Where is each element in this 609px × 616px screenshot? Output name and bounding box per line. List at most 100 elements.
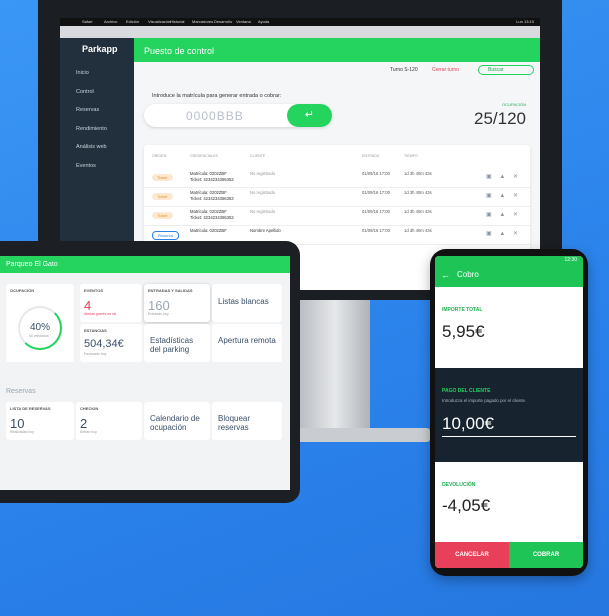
- plate-input[interactable]: [144, 104, 332, 127]
- menu-item[interactable]: Safari: [82, 19, 93, 24]
- stats-card[interactable]: Estadísticas del parking: [144, 324, 210, 362]
- menu-item[interactable]: Historial: [170, 19, 185, 24]
- value: 10: [10, 416, 25, 431]
- remote-card[interactable]: Apertura remota: [212, 324, 282, 362]
- label: LISTA DE RESERVAS: [10, 406, 51, 411]
- cancel-button[interactable]: CANCELAR: [435, 542, 509, 568]
- nav-item[interactable]: Rendimiento: [76, 125, 107, 132]
- nav-item[interactable]: Análisis web: [76, 144, 107, 150]
- close-shift[interactable]: Cerrar turno: [432, 67, 459, 73]
- label: ESTANCIAS: [84, 328, 107, 333]
- entry-time: 01/09/16 17:00: [362, 228, 390, 233]
- io-card[interactable]: ENTRADAS Y SALIDAS 160 Entradas hoy: [144, 284, 210, 322]
- section-title: Reservas: [6, 388, 36, 395]
- row-divider: [144, 244, 530, 245]
- payment-panel: [435, 368, 583, 462]
- value: 2: [80, 416, 88, 431]
- menu-item[interactable]: Visualización: [148, 19, 172, 24]
- duration: 1d 3h 40m 43s: [404, 228, 432, 233]
- value: 40%: [30, 322, 51, 333]
- column-header: CREDENCIALES: [190, 154, 218, 158]
- ticket: Ticket: 4234234356353: [190, 177, 234, 182]
- checkin-card: CHECKIN 2 Entran hoy: [76, 402, 142, 440]
- header: [134, 38, 540, 62]
- client: Nombre Apellido: [250, 228, 281, 233]
- nav-item[interactable]: Eventos: [76, 162, 96, 169]
- plate-placeholder: 0000BBB: [186, 109, 244, 123]
- submit-button[interactable]: ↵: [287, 104, 332, 127]
- nav-item[interactable]: Reservas: [76, 107, 100, 113]
- entry-time: 01/09/16 17:00: [362, 190, 390, 195]
- ticket: Ticket: 4234234356353: [190, 196, 234, 201]
- clock: Lun 13:10: [516, 19, 534, 24]
- value: 160: [148, 298, 170, 313]
- stays-card: ESTANCIAS 504,34€ Facturado hoy: [80, 324, 142, 362]
- origin-tag: Ticket: [152, 193, 173, 200]
- nav-item[interactable]: Inicio: [76, 70, 89, 76]
- phone-header: [435, 256, 583, 287]
- tablet-screen: Parqueo El Gato OCUPACIÓN 40% 60 vehícul…: [0, 256, 290, 490]
- menu-item[interactable]: Ayuda: [258, 19, 270, 24]
- menu-item[interactable]: Edición: [126, 19, 140, 24]
- gauge: [18, 306, 62, 350]
- plate: Matrícula: 0202ZBF: [190, 190, 227, 195]
- menubar: Safari Archivo Edición Visualización Histori…: [60, 18, 540, 26]
- duration: 1d 3h 40m 43s: [404, 209, 432, 214]
- menu-item[interactable]: Marcadores: [192, 19, 214, 24]
- back-arrow[interactable]: ←: [441, 270, 450, 280]
- sub: Facturado hoy: [84, 352, 107, 356]
- page-title: Puesto de control: [144, 46, 215, 56]
- origin-tag: Reserva: [152, 231, 179, 240]
- browser-bar: [60, 26, 540, 38]
- value: 4: [84, 298, 92, 313]
- search-box[interactable]: [478, 65, 534, 75]
- change: -4,05€: [442, 496, 491, 515]
- shift: Turno S-120: [390, 67, 418, 73]
- search-placeholder: Buscar: [488, 67, 504, 73]
- entry-prompt: Introduce la matrícula para generar entr…: [152, 93, 282, 99]
- parking-name: Parqueo El Gato: [6, 261, 58, 268]
- menu-item[interactable]: Archivo: [104, 19, 118, 24]
- nav-item[interactable]: Control: [76, 88, 94, 95]
- entry-time: 01/09/16 17:00: [362, 171, 390, 176]
- menu-item[interactable]: Ventana: [236, 19, 251, 24]
- sub: 60 vehículos: [29, 334, 49, 338]
- occupancy-card: OCUPACIÓN 40% 60 vehículos: [6, 284, 74, 362]
- row-actions[interactable]: ▣ ▲ ✕: [486, 193, 521, 199]
- charge-button[interactable]: COBRAR: [509, 542, 583, 568]
- plate: Matrícula: 0202ZBF: [190, 171, 227, 176]
- paid-label: PAGO DEL CLIENTE: [442, 388, 491, 394]
- total-label: IMPORTE TOTAL: [442, 307, 483, 313]
- plate: Matrícula: 0202ZBF: [190, 228, 227, 233]
- row-divider: [144, 225, 530, 226]
- client: No registrado: [250, 190, 276, 195]
- sub: Realizadas hoy: [10, 430, 34, 434]
- column-header: CLIENTE: [250, 154, 266, 158]
- row-divider: [144, 187, 530, 188]
- sub: Alertas graves en ral: [84, 312, 117, 316]
- label: CHECKIN: [80, 406, 99, 411]
- sub: Entran hoy: [80, 430, 97, 434]
- paid[interactable]: 10,00€: [442, 414, 494, 433]
- occupancy-label: OCUPACIÓN: [502, 102, 526, 107]
- origin-tag: Ticket: [152, 212, 173, 219]
- tablet-header: [0, 256, 290, 273]
- logo: Parkapp: [82, 44, 118, 54]
- menu-item[interactable]: Desarrollo: [214, 19, 233, 24]
- block-card[interactable]: Bloquear reservas: [212, 402, 282, 440]
- client: No registrado: [250, 209, 276, 214]
- row-divider: [144, 206, 530, 207]
- total: 5,95€: [442, 322, 485, 341]
- duration: 1d 3h 40m 43s: [404, 171, 432, 176]
- duration: 1d 3h 40m 43s: [404, 190, 432, 195]
- row-actions[interactable]: ▣ ▲ ✕: [486, 231, 521, 237]
- paid-hint: Introduzca el importe pagado por el clie…: [442, 398, 527, 403]
- row-actions[interactable]: ▣ ▲ ✕: [486, 174, 521, 180]
- value: 504,34€: [84, 338, 124, 350]
- label: ENTRADAS Y SALIDAS: [148, 288, 193, 293]
- row-actions[interactable]: ▣ ▲ ✕: [486, 212, 521, 218]
- column-header: ENTRADA: [362, 154, 380, 158]
- calendar-card[interactable]: Calendario de ocupación: [144, 402, 210, 440]
- whitelist-card[interactable]: Listas blancas: [212, 284, 282, 322]
